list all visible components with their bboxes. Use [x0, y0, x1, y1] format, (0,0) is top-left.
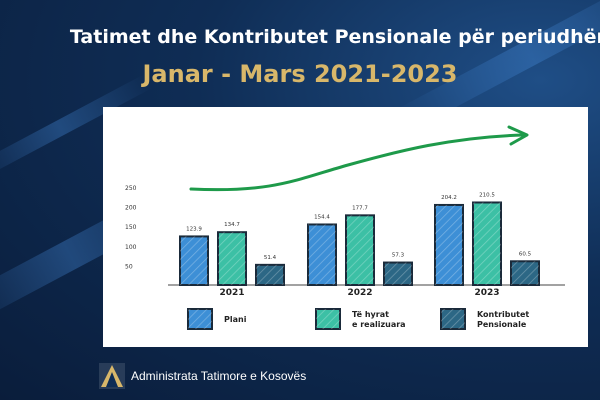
x-tick-label: 2023: [474, 288, 499, 298]
trend-arrow: [189, 125, 529, 192]
data-label: 60.5: [519, 251, 532, 257]
page-title-text: Tatimet dhe Kontributet Pensionale për p…: [69, 26, 600, 48]
legend-label: Të hyrat: [352, 310, 389, 319]
legend-swatch-hatch: [188, 309, 212, 329]
y-tick-label: 150: [125, 224, 137, 231]
page-title: Tatimet dhe Kontributet Pensionale për p…: [0, 26, 600, 48]
bar-chart: 50 100 150 200 250 2021 2022 2023 123.9 134.7 51.…: [125, 125, 565, 330]
data-label: 51.4: [264, 255, 277, 261]
bar-hatch: [218, 232, 246, 285]
chart-panel: 50 100 150 200 250 2021 2022 2023 123.9 134.7 51.…: [103, 107, 588, 347]
bar-hatch: [256, 264, 284, 285]
chart-bars: 123.9 134.7 51.4 154.4 177.7 57.3 204.2 210.5 60…: [179, 192, 540, 287]
data-label: 154.4: [314, 214, 330, 220]
data-label: 204.2: [441, 195, 457, 201]
trend-arrowhead: [507, 125, 529, 146]
bar-hatch: [180, 236, 208, 285]
data-label: 134.7: [224, 222, 240, 228]
x-tick-label: 2022: [347, 288, 372, 298]
footer: Administrata Tatimore e Kosovës: [99, 363, 306, 389]
page-subtitle: Janar - Mars 2021-2023: [142, 60, 458, 88]
data-label: 177.7: [352, 205, 368, 211]
legend-label: Plani: [224, 315, 247, 324]
data-label: 57.3: [392, 253, 405, 259]
organization-name: Administrata Tatimore e Kosovës: [131, 369, 307, 383]
legend-label-line2: Pensionale: [477, 320, 527, 329]
bar-hatch: [511, 261, 539, 285]
data-label: 210.5: [479, 192, 495, 198]
data-label: 123.9: [186, 226, 202, 232]
legend-label-line2: e realizuara: [352, 320, 406, 329]
bar-hatch: [346, 215, 374, 285]
bar-hatch: [308, 224, 336, 285]
y-tick-label: 50: [125, 263, 133, 270]
bar-hatch: [435, 204, 463, 285]
y-tick-label: 100: [125, 244, 137, 251]
x-tick-label: 2021: [219, 288, 244, 298]
y-tick-label: 200: [125, 205, 137, 212]
legend-swatch-hatch: [441, 309, 465, 329]
trend-line: [189, 133, 525, 192]
y-tick-label: 250: [125, 185, 137, 192]
atk-logo-icon: [99, 363, 125, 389]
legend-swatch-hatch: [316, 309, 340, 329]
legend-label: Kontributet: [477, 310, 529, 319]
bar-hatch: [473, 202, 501, 285]
bar-hatch: [384, 262, 412, 285]
